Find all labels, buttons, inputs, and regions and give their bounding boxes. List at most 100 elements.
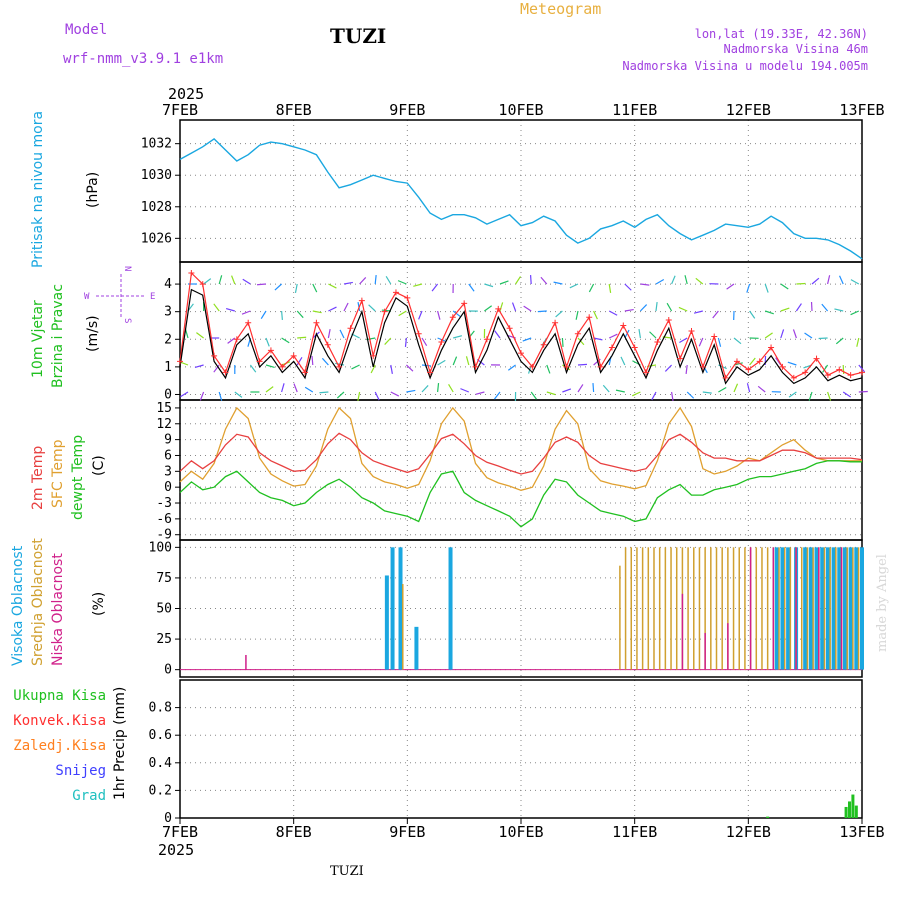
- precip-bar: [766, 816, 770, 818]
- wind-gust-marker: [370, 352, 377, 359]
- low-cloud-bar: [818, 547, 820, 670]
- wind-arrow: [241, 310, 251, 315]
- low-cloud-bar: [704, 632, 706, 670]
- wind-arrow: [390, 391, 400, 397]
- wind-arrow: [529, 274, 532, 285]
- wind-arrow: [686, 391, 695, 399]
- wind-arrow: [421, 364, 432, 367]
- high-cloud-bar: [414, 626, 419, 670]
- wind-gust-marker: [233, 336, 240, 343]
- wind-arrow: [385, 275, 392, 285]
- mid-cloud-bar: [715, 547, 718, 670]
- wind-gust-marker: [733, 358, 740, 365]
- wind-gust-marker: [677, 355, 684, 362]
- wind-arrow: [293, 383, 298, 393]
- model-label: Model: [65, 22, 107, 38]
- wind-arrow: [575, 310, 579, 320]
- wind-arrow: [649, 331, 657, 339]
- wind-arrow: [374, 274, 377, 285]
- x-tick-label-top: 12FEB: [726, 101, 771, 119]
- wind-arrow: [795, 303, 802, 312]
- wind-arrow: [499, 302, 504, 312]
- wind-arrow: [180, 391, 189, 398]
- legend-total-rain: Ukupna Kisa: [13, 688, 106, 704]
- wind-gust-marker: [529, 363, 536, 370]
- high-cloud-bar: [837, 547, 842, 670]
- meteogram-title: Meteogram: [520, 0, 601, 18]
- wind-arrow: [328, 306, 337, 312]
- legend-snow: Snijeg: [55, 763, 106, 779]
- wind-arrow: [493, 391, 501, 400]
- wind-arrow: [511, 302, 517, 312]
- wind-arrow: [304, 386, 314, 393]
- wind-arrow: [811, 277, 820, 285]
- wind-arrow: [448, 383, 454, 393]
- wind-arrow: [370, 364, 376, 374]
- wind-arrow: [749, 310, 756, 319]
- y-tick-label: -6: [156, 512, 172, 527]
- mid-cloud-bar: [721, 547, 723, 670]
- wind-arrow: [679, 337, 688, 344]
- wind-arrow: [850, 310, 860, 316]
- mid-cloud-bar: [636, 547, 638, 670]
- mid-cloud-bar: [829, 547, 831, 670]
- mid-cloud-bar: [658, 547, 661, 670]
- wind-arrow: [242, 278, 251, 285]
- x-tick-label-bottom: 8FEB: [276, 823, 312, 841]
- wind-gust-marker: [245, 319, 252, 326]
- wind-gust-marker: [745, 366, 752, 373]
- wind-arrow: [639, 304, 648, 312]
- mid-cloud-bar: [857, 547, 860, 670]
- y-tick-label: 9: [164, 433, 172, 448]
- wind-arrow: [406, 389, 416, 393]
- wind-arrow: [835, 337, 844, 345]
- wind-arrow: [390, 364, 393, 374]
- wind-arrow: [199, 391, 205, 401]
- wind-arrow: [695, 277, 704, 285]
- high-cloud-bar: [842, 547, 847, 670]
- y-tick-label: 3: [164, 305, 172, 320]
- wind-arrow: [294, 283, 298, 293]
- wind-arrow: [577, 384, 584, 393]
- wind-gust-marker: [336, 363, 343, 370]
- wind-arrow: [260, 310, 267, 319]
- wind-arrow: [577, 363, 588, 366]
- y-tick-label: 1032: [141, 137, 172, 152]
- wind-gust-marker: [404, 294, 411, 301]
- wind-arrow: [437, 310, 441, 320]
- wind-gust-marker: [518, 350, 524, 357]
- wind-arrow: [608, 283, 612, 293]
- wind-arrow: [537, 310, 547, 313]
- wind-arrow: [336, 391, 345, 399]
- high-cloud-bar: [774, 547, 779, 670]
- wind-unit: (m/s): [85, 315, 101, 352]
- wind-arrow: [265, 337, 270, 347]
- low-cloud-bar: [749, 547, 752, 670]
- mid-cloud-bar: [402, 584, 404, 670]
- wind-gust-marker: [859, 369, 865, 376]
- wind-gust-marker: [472, 363, 479, 370]
- wind-gust-marker: [768, 344, 775, 351]
- wind-arrow: [296, 310, 304, 319]
- pressure-unit: (hPa): [85, 172, 101, 208]
- wind-arrow: [460, 388, 470, 393]
- wind-gust-marker: [552, 319, 559, 326]
- wind-gust-marker: [802, 369, 809, 376]
- wind-gust-marker: [256, 358, 263, 365]
- wind-arrow: [405, 364, 414, 372]
- wind-arrow: [312, 283, 318, 293]
- mid-cloud-bar: [738, 547, 740, 670]
- wind-arrow: [764, 283, 769, 293]
- mid-cloud-bar: [812, 547, 814, 670]
- wind-arrow: [404, 337, 407, 348]
- temp-axis-label: 2m Temp: [30, 446, 46, 510]
- x-tick-label-bottom: 7FEB: [162, 823, 198, 841]
- precip-axis-label: 1hr Precip (mm): [112, 687, 128, 800]
- wind-arrow: [856, 337, 860, 347]
- wind-arrow: [327, 329, 331, 339]
- precip-bar: [854, 805, 858, 818]
- wind-arrow: [196, 332, 204, 339]
- y-tick-label: 6: [164, 448, 172, 463]
- wind-arrow: [733, 337, 742, 345]
